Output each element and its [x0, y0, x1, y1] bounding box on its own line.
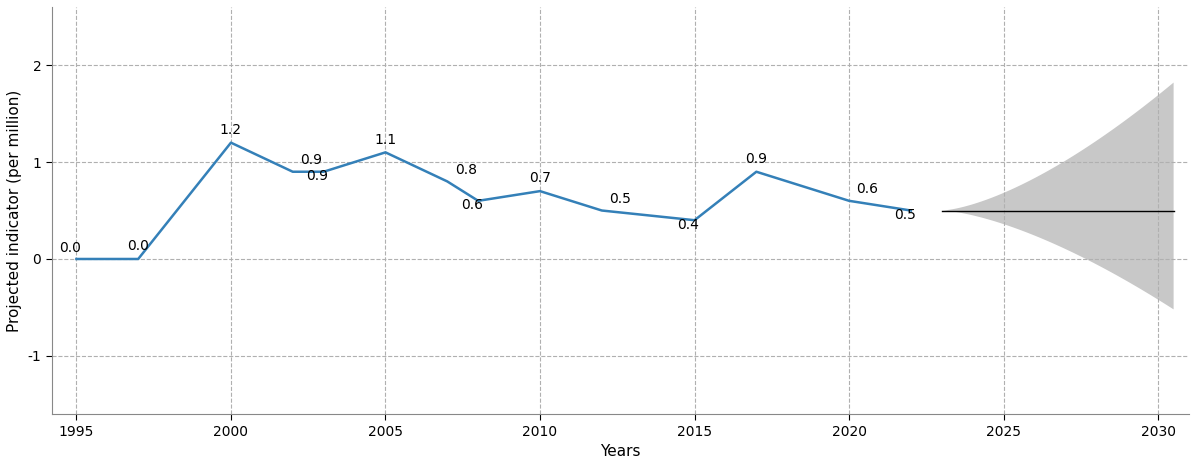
Text: 0.8: 0.8 — [454, 163, 477, 177]
Y-axis label: Projected indicator (per million): Projected indicator (per million) — [7, 89, 22, 332]
Text: 0.9: 0.9 — [745, 152, 768, 166]
Text: 0.0: 0.0 — [60, 241, 81, 255]
Text: 0.4: 0.4 — [677, 218, 700, 232]
Text: 1.2: 1.2 — [220, 123, 242, 137]
Polygon shape — [941, 82, 1173, 309]
Text: 0.6: 0.6 — [856, 182, 879, 196]
Text: 0.0: 0.0 — [127, 239, 150, 253]
Text: 0.6: 0.6 — [460, 199, 483, 212]
Text: 0.5: 0.5 — [610, 192, 631, 206]
Text: 0.5: 0.5 — [893, 208, 916, 222]
Text: 1.1: 1.1 — [374, 132, 397, 146]
Text: 0.7: 0.7 — [529, 171, 551, 185]
X-axis label: Years: Years — [600, 444, 641, 459]
Text: 0.9: 0.9 — [300, 153, 322, 167]
Text: 0.9: 0.9 — [306, 169, 329, 184]
